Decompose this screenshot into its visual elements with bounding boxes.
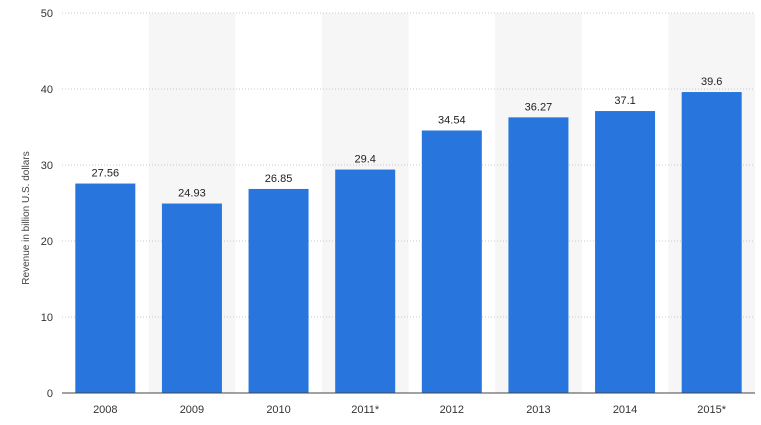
bar-2010[interactable] (248, 188, 309, 393)
axis-layer: 0 10 20 30 40 50 2008 2009 2010 2011* 2012 2013 2014… (41, 8, 755, 416)
y-tick-label: 10 (41, 312, 53, 324)
x-tick-label: 2014 (613, 404, 637, 416)
data-label: 37.1 (614, 95, 635, 107)
data-label: 36.27 (525, 101, 553, 113)
data-label-layer: 27.56 24.93 26.85 29.4 34.54 36.27 37.1 39.6 (92, 76, 723, 199)
x-tick-label: 2009 (180, 404, 204, 416)
y-tick-label: 30 (41, 160, 53, 172)
x-tick-label: 2015* (697, 404, 726, 416)
bar-2009[interactable] (161, 203, 222, 393)
data-label: 27.56 (92, 168, 120, 180)
data-label: 29.4 (354, 154, 375, 166)
bar-2008[interactable] (75, 183, 136, 393)
x-tick-label: 2012 (440, 404, 464, 416)
data-label: 39.6 (701, 76, 722, 88)
x-tick-label: 2010 (266, 404, 290, 416)
bar-2012[interactable] (421, 130, 482, 393)
bar-2011-est[interactable] (335, 169, 396, 393)
data-label: 24.93 (178, 188, 206, 200)
y-tick-label: 40 (41, 84, 53, 96)
x-tick-label: 2008 (93, 404, 117, 416)
data-label: 26.85 (265, 173, 293, 185)
data-label: 34.54 (438, 114, 466, 126)
bar-2013[interactable] (508, 117, 569, 394)
y-tick-label: 20 (41, 236, 53, 248)
bar-2014[interactable] (595, 111, 656, 393)
x-tick-label: 2013 (526, 404, 550, 416)
bar-layer (75, 92, 742, 394)
bar-2015-est[interactable] (681, 92, 742, 393)
y-axis-title: Revenue in billion U.S. dollars (21, 151, 32, 284)
x-tick-label: 2011* (351, 404, 380, 416)
y-tick-label: 50 (41, 8, 53, 20)
y-tick-label: 0 (47, 388, 53, 400)
